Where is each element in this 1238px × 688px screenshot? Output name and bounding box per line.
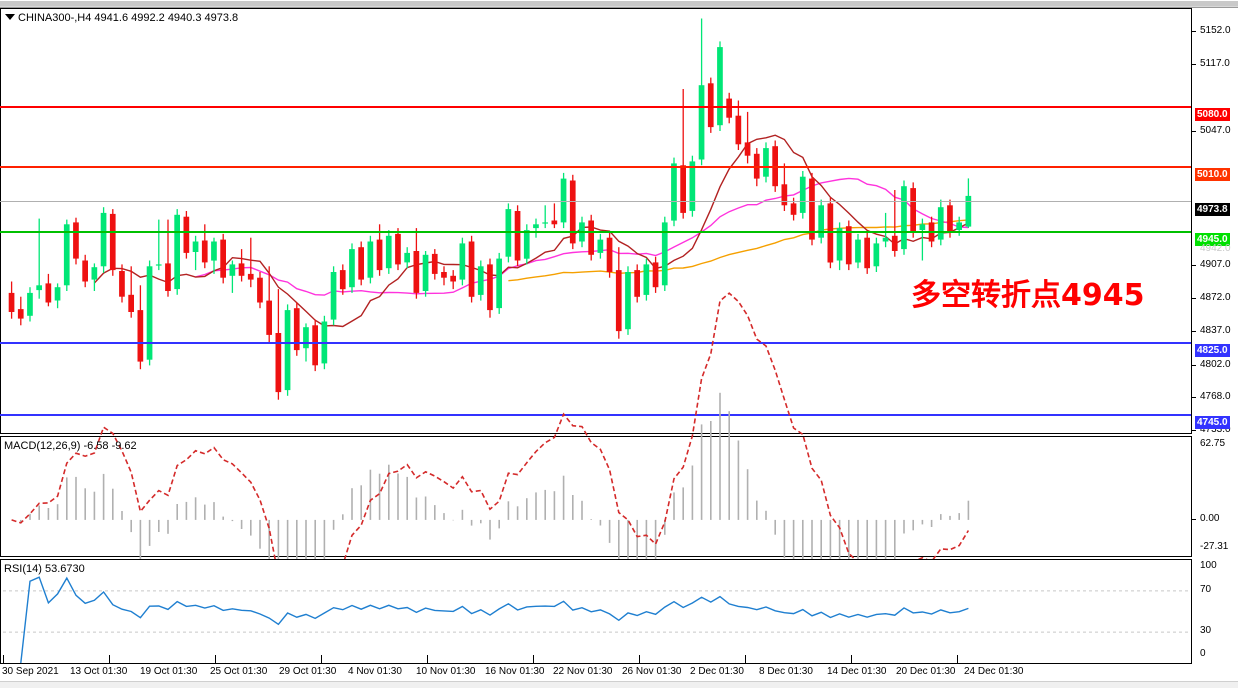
axis-tick: [1192, 364, 1196, 366]
symbol-header: CHINA300-,H4 4941.6 4992.2 4940.3 4973.8: [18, 12, 239, 24]
time-label: 20 Dec 01:30: [896, 666, 956, 677]
macd-tick-label: -27.31: [1200, 541, 1229, 552]
rsi-axis[interactable]: 100 70 30 0: [1191, 559, 1238, 664]
price-badge-resistance-5010[interactable]: 5010.0: [1195, 168, 1230, 181]
level-line-support-4745[interactable]: [0, 414, 1192, 416]
rsi-grid-tick: [3, 655, 4, 663]
time-label: 2 Dec 01:30: [690, 666, 744, 677]
time-label: 30 Sep 2021: [2, 666, 59, 677]
time-label: 24 Dec 01:30: [964, 666, 1024, 677]
macd-tick-label: 62.75: [1200, 438, 1226, 449]
collapse-caret-icon[interactable]: [5, 14, 15, 20]
price-tick-label: 5047.0: [1200, 125, 1231, 137]
price-tick-label: 4768.0: [1200, 391, 1231, 403]
price-badge-last-price-4973.8[interactable]: 4973.8: [1195, 203, 1230, 216]
horizontal-scrollbar[interactable]: [0, 0, 1238, 8]
time-label: 16 Nov 01:30: [485, 666, 545, 677]
rsi-grid-tick: [533, 655, 534, 663]
level-line-pivot-4945[interactable]: [0, 231, 1192, 233]
macd-pane[interactable]: [0, 292, 1192, 616]
time-label: 13 Oct 01:30: [70, 666, 128, 677]
time-label: 25 Oct 01:30: [210, 666, 268, 677]
rsi-grid-tick: [321, 655, 322, 663]
rsi-header: RSI(14) 53.6730: [4, 563, 85, 575]
price-pane[interactable]: [0, 8, 1192, 434]
price-plot: [8, 18, 972, 400]
axis-tick: [1192, 430, 1196, 432]
status-strip: [0, 681, 1238, 688]
price-badge-support-4825[interactable]: 4825.0: [1195, 344, 1230, 357]
macd-tick-label: 0.00: [1200, 512, 1220, 524]
rsi-tick-label: 30: [1200, 625, 1212, 637]
rsi-plot: [3, 576, 1189, 664]
price-tick-label: 4907.0: [1200, 258, 1231, 270]
scrollbar-thumb[interactable]: [0, 1, 1238, 6]
rsi-grid-tick: [639, 655, 640, 663]
macd-header: MACD(12,26,9) -6.58 -9.62: [4, 440, 137, 452]
axis-tick: [1192, 297, 1196, 299]
axis-tick: [1192, 331, 1196, 333]
rsi-grid-tick: [957, 655, 958, 663]
time-label: 26 Nov 01:30: [622, 666, 682, 677]
price-tick-label: 5117.0: [1200, 58, 1230, 70]
time-label: 4 Nov 01:30: [348, 666, 402, 677]
rsi-tick-label: 0: [1200, 648, 1206, 659]
time-axis[interactable]: 30 Sep 2021 13 Oct 01:30 19 Oct 01:30 25 Oc…: [0, 666, 1192, 688]
axis-tick: [1192, 64, 1196, 66]
macd-axis[interactable]: 62.75 0.00 -27.31: [1191, 436, 1238, 557]
rsi-pane[interactable]: [0, 559, 1192, 664]
rsi-grid-tick: [109, 655, 110, 663]
price-badge-support-4745[interactable]: 4745.0: [1195, 416, 1230, 429]
time-label: 14 Dec 01:30: [827, 666, 887, 677]
price-tick-label: 4733.0: [1200, 424, 1231, 436]
level-line-last-price-4973.8[interactable]: [0, 201, 1192, 202]
price-tick-label: 4802.0: [1200, 358, 1231, 370]
level-line-resistance-5010[interactable]: [0, 166, 1192, 168]
time-label: 10 Nov 01:30: [416, 666, 476, 677]
axis-tick: [1192, 264, 1196, 266]
rsi-grid-tick: [427, 655, 428, 663]
time-label: 8 Dec 01:30: [759, 666, 813, 677]
level-line-resistance-5080[interactable]: [0, 106, 1192, 108]
price-tick-label: 5152.0: [1200, 25, 1231, 37]
rsi-tick-label: 100: [1200, 560, 1217, 571]
price-tick-label: 4872.0: [1200, 291, 1231, 303]
time-label: 29 Oct 01:30: [279, 666, 337, 677]
price-axis[interactable]: 5152.0 5117.0 5047.0 4907.0 4872.0 4837.0 4802…: [1191, 8, 1238, 436]
rsi-grid-tick: [745, 655, 746, 663]
rsi-grid-tick: [215, 655, 216, 663]
axis-tick: [1192, 397, 1196, 399]
price-tick-label-obscured: 4942.0: [1200, 243, 1231, 254]
axis-tick: [1192, 518, 1196, 520]
time-label: 22 Nov 01:30: [553, 666, 613, 677]
price-badge-resistance-5080[interactable]: 5080.0: [1195, 108, 1230, 121]
time-label: 19 Oct 01:30: [140, 666, 198, 677]
price-tick-label: 4837.0: [1200, 325, 1231, 337]
axis-tick: [1192, 131, 1196, 133]
price-badge-pivot-4945[interactable]: 4945.0: [1195, 233, 1230, 246]
axis-tick: [1192, 31, 1196, 33]
macd-plot: [11, 292, 970, 616]
level-line-support-4825[interactable]: [0, 342, 1192, 344]
chart-annotation-text: 多空转折点4945: [911, 278, 1145, 313]
rsi-tick-label: 70: [1200, 583, 1212, 595]
rsi-grid-tick: [851, 655, 852, 663]
